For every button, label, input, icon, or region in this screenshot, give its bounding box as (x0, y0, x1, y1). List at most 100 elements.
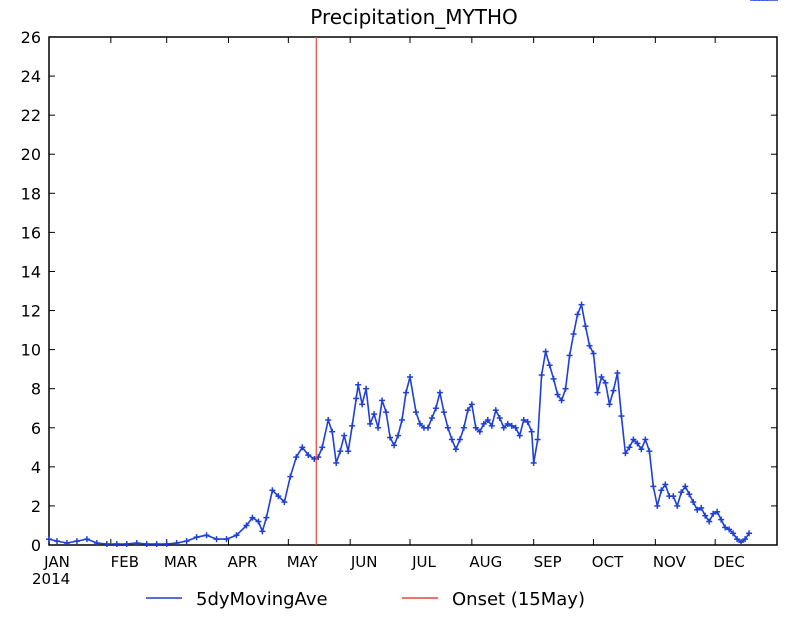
data-point-marker (255, 518, 262, 525)
data-point-marker (610, 387, 617, 394)
y-tick-label: 14 (21, 262, 41, 281)
data-point-marker (444, 424, 451, 431)
data-point-marker (528, 428, 535, 435)
data-point-marker (403, 389, 410, 396)
data-point-marker (582, 323, 589, 330)
data-point-marker (646, 448, 653, 455)
x-tick-label: NOV (653, 553, 687, 571)
data-point-marker (702, 512, 709, 519)
data-point-marker (742, 536, 749, 543)
data-point-marker (123, 541, 130, 548)
data-point-marker (173, 540, 180, 547)
y-tick-label: 4 (31, 458, 41, 477)
x-tick-label: JUL (411, 553, 436, 571)
data-point-marker (626, 444, 633, 451)
data-point-marker (428, 415, 435, 421)
data-point-marker (722, 524, 729, 531)
data-point-marker (520, 416, 527, 423)
data-point-marker (387, 434, 394, 441)
data-point-marker (213, 536, 220, 543)
legend-label-5dymovingave: 5dyMovingAve (196, 589, 328, 610)
data-point-marker (508, 422, 515, 429)
y-tick-label: 18 (21, 184, 41, 203)
data-point-marker (263, 514, 270, 521)
data-point-marker (570, 330, 577, 337)
data-point-marker (586, 342, 593, 349)
data-point-marker (341, 432, 348, 439)
y-tick-label: 2 (31, 497, 41, 516)
data-point-marker (333, 459, 340, 466)
data-point-marker (734, 536, 741, 543)
y-tick-label: 20 (21, 145, 41, 164)
data-point-marker (399, 416, 406, 423)
data-point-marker (686, 491, 693, 498)
data-point-marker (554, 391, 561, 398)
data-point-marker (476, 428, 483, 435)
data-point-marker (578, 301, 585, 308)
data-point-marker (233, 532, 240, 539)
data-point-marker (674, 502, 681, 509)
y-tick-label: 22 (21, 106, 41, 125)
data-point-marker (223, 536, 230, 543)
data-point-marker (602, 379, 609, 386)
data-point-marker (113, 541, 120, 548)
data-point-marker (738, 539, 745, 546)
data-point-marker (452, 446, 459, 453)
legend: 5dyMovingAve Onset (15May) (146, 589, 585, 610)
data-point-marker (269, 487, 276, 494)
data-point-marker (726, 526, 733, 533)
data-point-marker (367, 420, 374, 427)
data-point-marker (243, 522, 250, 529)
data-point-marker (103, 541, 110, 548)
data-point-marker (319, 444, 326, 451)
data-point-marker (275, 493, 282, 500)
data-point-marker (93, 540, 100, 547)
data-point-marker (558, 397, 565, 404)
data-point-marker (746, 530, 753, 537)
data-point-marker (193, 534, 200, 541)
data-point-marker (710, 510, 717, 517)
data-point-marker (670, 493, 677, 500)
x-tick-label: OCT (592, 553, 624, 571)
data-point-marker (658, 487, 665, 494)
series-line-5dymovingave (48, 303, 750, 545)
data-point-marker (424, 424, 431, 431)
data-point-marker (574, 311, 581, 318)
data-point-marker (530, 459, 537, 466)
data-point-marker (293, 454, 300, 461)
data-point-marker (706, 518, 713, 525)
data-point-marker (500, 424, 507, 431)
x-tick-label: MAR (164, 553, 198, 571)
x-tick-label: JAN (43, 553, 70, 571)
data-point-marker (353, 395, 360, 402)
data-point-marker (436, 389, 443, 396)
data-point-marker (614, 370, 621, 377)
y-tick-label: 12 (21, 302, 41, 321)
data-point-marker (345, 448, 352, 455)
data-point-marker (634, 440, 641, 447)
data-point-marker (329, 428, 336, 435)
data-point-marker (383, 409, 390, 416)
data-point-marker (375, 424, 382, 431)
data-point-marker (133, 540, 140, 547)
data-point-marker (606, 401, 613, 408)
data-point-marker (718, 516, 725, 523)
data-point-marker (299, 444, 306, 451)
x-tick-label: APR (228, 553, 258, 571)
data-point-marker (83, 536, 90, 543)
data-point-marker (480, 420, 487, 427)
series-layer (46, 0, 779, 548)
x-tick-label: AUG (469, 553, 502, 571)
data-point-marker (456, 436, 463, 443)
data-point-marker (512, 424, 519, 431)
y-tick-label: 26 (21, 28, 41, 47)
data-point-marker (305, 452, 312, 459)
y-tick-label: 6 (31, 419, 41, 438)
data-point-marker (516, 432, 523, 439)
data-point-marker (464, 407, 471, 414)
data-point-marker (416, 420, 423, 427)
data-point-marker (349, 422, 356, 429)
y-tick-label: 16 (21, 223, 41, 242)
x-tick-label: DEC (713, 553, 745, 571)
